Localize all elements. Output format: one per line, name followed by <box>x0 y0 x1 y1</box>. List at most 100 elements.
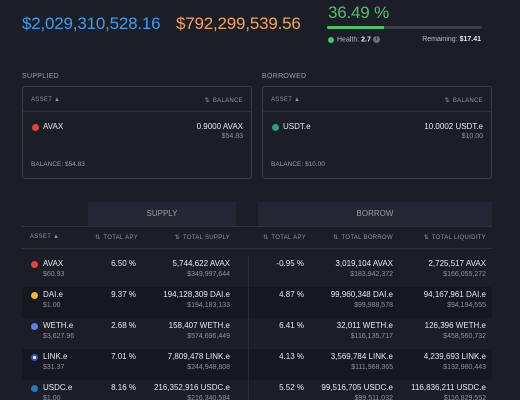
total-liquidity-usd: $116,829,552 <box>443 395 486 400</box>
total-supply: 7,809,478 LINK.e <box>167 352 230 361</box>
health-label: Health: <box>337 36 360 44</box>
sort-asc-icon: ▲ <box>294 97 301 103</box>
table-row[interactable]: USDC.e $1.00 8.16 % 216,352,916 USDC.e $216,… <box>22 380 492 400</box>
total-supplied-value: $2,029,310,528.16 <box>22 14 161 33</box>
usdc-icon <box>31 385 38 392</box>
total-supply: 5,744,622 AVAX <box>172 259 230 268</box>
supply-apy: 9.37 % <box>111 290 136 299</box>
remaining-value: $17.41 <box>459 36 481 43</box>
total-borrow: 99,516,705 USDC.e <box>321 383 393 392</box>
total-liquidity: 116,836,211 USDC.e <box>411 383 486 392</box>
health-indicator: Health: 2.7 i <box>328 36 380 43</box>
info-icon[interactable]: i <box>372 36 380 43</box>
total-supply: 216,352,916 USDC.e <box>153 383 230 392</box>
asset-price: $1.00 <box>43 395 61 400</box>
borrowed-col-asset[interactable]: ASSET ▲ <box>271 97 301 103</box>
asset-price: $3,627.96 <box>43 333 75 340</box>
supply-apy: 7.01 % <box>111 352 136 361</box>
col-supply-apy-header[interactable]: ⇅ TOTAL APY <box>95 235 138 241</box>
borrowed-panel: ASSET ▲ ⇅ BALANCE USDT.e 10.0002 USDT.e $… <box>262 86 492 179</box>
supplied-title: SUPPLIED <box>22 73 60 80</box>
utilization-value: 36.49 % <box>328 3 389 22</box>
utilization-bar <box>327 26 482 29</box>
supply-apy: 2.68 % <box>111 321 136 330</box>
supplied-col-balance[interactable]: ⇅ BALANCE <box>204 98 243 104</box>
total-liquidity: 2,725,517 AVAX <box>428 259 486 268</box>
total-borrow-usd: $99,988,578 <box>354 302 393 309</box>
total-borrow: 3,019,104 AVAX <box>335 259 393 268</box>
weth-icon <box>31 323 38 330</box>
asset-price: $31.37 <box>43 364 65 371</box>
total-borrow: 99,960,348 DAI.e <box>330 290 393 299</box>
asset-symbol: DAI.e <box>43 290 64 299</box>
total-liquidity-usd: $458,560,732 <box>443 333 486 340</box>
supply-apy: 6.50 % <box>111 259 136 268</box>
supplied-asset-name[interactable]: AVAX <box>43 122 64 131</box>
total-liquidity-usd: $166,055,272 <box>443 271 486 278</box>
borrow-apy: 5.52 % <box>279 383 304 392</box>
sort-icon: ⇅ <box>333 235 339 241</box>
dai-icon <box>31 292 38 299</box>
table-row[interactable]: AVAX $60.93 6.50 % 5,744,622 AVAX $349,997,6… <box>22 256 492 287</box>
borrow-apy: 6.41 % <box>279 321 304 330</box>
avax-icon <box>31 261 38 268</box>
col-borrow-apy-header[interactable]: ⇅ TOTAL APY <box>263 235 306 241</box>
health-value: 2.7 <box>361 36 371 44</box>
sort-icon: ⇅ <box>174 235 180 241</box>
col-asset-header[interactable]: ASSET ▲ <box>30 234 60 240</box>
col-total-supply-header[interactable]: ⇅ TOTAL SUPPLY <box>174 235 230 241</box>
borrow-apy: -0.95 % <box>276 259 304 268</box>
sort-icon: ⇅ <box>263 235 269 241</box>
column-divider <box>248 256 249 400</box>
total-liquidity: 4,239,693 LINK.e <box>423 352 486 361</box>
avax-icon <box>32 124 39 131</box>
borrow-apy: 4.87 % <box>279 290 304 299</box>
sort-asc-icon: ▲ <box>54 97 61 103</box>
total-supply-usd: $574,696,449 <box>187 333 230 340</box>
usdt-icon <box>272 124 279 131</box>
borrowed-balance: BALANCE: $10.00 <box>271 161 325 168</box>
table-row[interactable]: WETH.e $3,627.96 2.68 % 158,407 WETH.e $574,… <box>22 318 492 349</box>
supplied-col-asset[interactable]: ASSET ▲ <box>31 97 61 103</box>
sort-icon: ⇅ <box>423 235 429 241</box>
total-supply-usd: $244,948,808 <box>187 364 230 371</box>
health-status-icon <box>328 36 334 43</box>
table-row[interactable]: DAI.e $1.00 9.37 % 194,128,309 DAI.e $194,18… <box>22 287 492 318</box>
asset-symbol: AVAX <box>43 259 64 268</box>
total-borrow-usd: $99,511,032 <box>354 395 393 400</box>
remaining-label: Remaining: <box>422 36 458 43</box>
total-borrow-usd: $111,968,365 <box>351 364 393 371</box>
total-borrow: 32,011 WETH.e <box>336 321 393 330</box>
tab-supply[interactable]: SUPPLY <box>88 202 236 226</box>
borrowed-asset-amount: 10.0002 USDT.e <box>424 122 483 131</box>
total-liquidity: 94,167,961 DAI.e <box>423 290 486 299</box>
borrowed-asset-name[interactable]: USDT.e <box>283 122 311 131</box>
total-supply-usd: $216,340,584 <box>187 395 230 400</box>
asset-price: $1.00 <box>43 302 61 309</box>
total-liquidity-usd: $94,194,555 <box>447 302 486 309</box>
utilization-bar-fill <box>327 26 384 29</box>
borrow-apy: 4.13 % <box>279 352 304 361</box>
total-borrow-usd: $183,942,372 <box>350 271 393 278</box>
borrowed-title: BORROWED <box>262 73 307 80</box>
supplied-panel: ASSET ▲ ⇅ BALANCE AVAX 0.9000 AVAX $54.83… <box>22 86 252 179</box>
borrowed-asset-usd: $10.00 <box>461 133 483 140</box>
total-supply: 194,128,309 DAI.e <box>163 290 230 299</box>
asset-symbol: WETH.e <box>43 321 74 330</box>
col-total-borrow-header[interactable]: ⇅ TOTAL BORROW <box>333 235 393 241</box>
sort-icon: ⇅ <box>95 235 101 241</box>
borrowed-col-balance[interactable]: ⇅ BALANCE <box>444 98 483 104</box>
supplied-asset-usd: $54.83 <box>221 133 243 140</box>
total-liquidity-usd: $132,980,443 <box>443 364 486 371</box>
total-borrow: 3,569,784 LINK.e <box>330 352 393 361</box>
total-supply-usd: $349,997,644 <box>187 271 230 278</box>
tab-borrow[interactable]: BORROW <box>258 202 492 226</box>
remaining-indicator: Remaining: $17.41 <box>422 36 481 43</box>
table-row[interactable]: LINK.e $31.37 7.01 % 7,809,478 LINK.e $244,9… <box>22 349 492 380</box>
col-total-liquidity-header[interactable]: ⇅ TOTAL LIQUIDITY <box>423 235 486 241</box>
supplied-balance: BALANCE: $54.83 <box>31 161 85 168</box>
asset-price: $60.93 <box>43 271 65 278</box>
total-borrowed-value: $792,299,539.56 <box>176 14 301 33</box>
supplied-asset-amount: 0.9000 AVAX <box>196 122 243 131</box>
asset-symbol: LINK.e <box>43 352 68 361</box>
